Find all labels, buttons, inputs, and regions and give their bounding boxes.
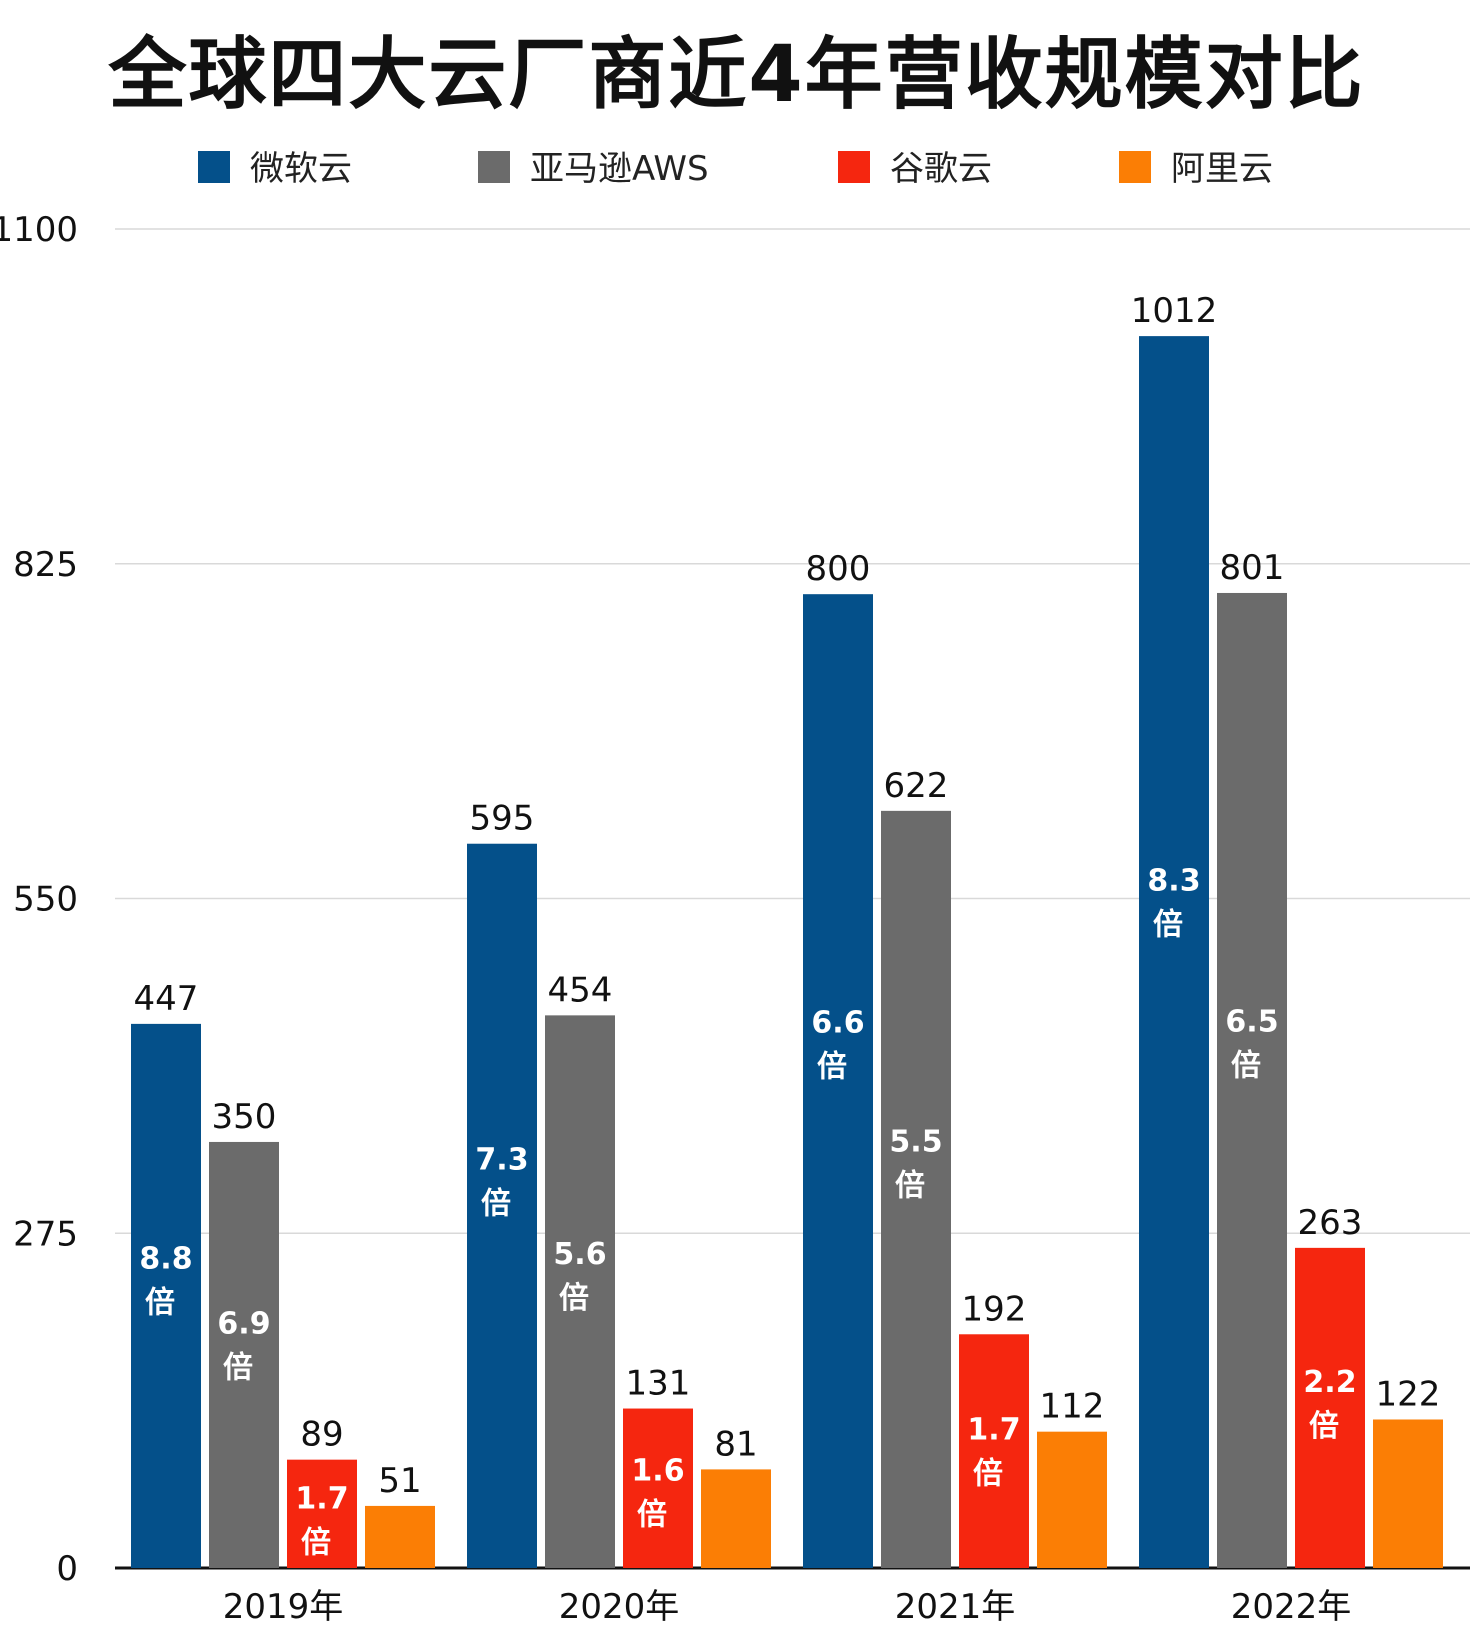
x-category-label: 2019年 bbox=[223, 1587, 344, 1627]
legend-label: 谷歌云 bbox=[890, 149, 992, 189]
multiplier-label: 1.7 bbox=[295, 1481, 348, 1516]
bar bbox=[959, 1334, 1029, 1568]
x-category-label: 2020年 bbox=[559, 1587, 680, 1627]
y-tick-label: 550 bbox=[13, 880, 78, 920]
y-tick-label: 825 bbox=[13, 545, 78, 585]
multiplier-label: 5.6 bbox=[553, 1237, 606, 1272]
multiplier-unit: 倍 bbox=[559, 1281, 589, 1316]
y-tick-label: 1100 bbox=[0, 210, 78, 250]
bar bbox=[1373, 1419, 1443, 1568]
data-label: 801 bbox=[1220, 548, 1285, 588]
multiplier-unit: 倍 bbox=[145, 1286, 175, 1321]
multiplier-unit: 倍 bbox=[481, 1187, 511, 1222]
multiplier-label: 1.7 bbox=[967, 1412, 1020, 1447]
multiplier-unit: 倍 bbox=[895, 1169, 925, 1204]
data-label: 350 bbox=[212, 1097, 277, 1137]
multiplier-label: 1.6 bbox=[631, 1453, 684, 1488]
data-label: 1012 bbox=[1131, 291, 1218, 331]
data-label: 122 bbox=[1376, 1374, 1441, 1414]
legend-label: 微软云 bbox=[250, 149, 352, 189]
multiplier-unit: 倍 bbox=[637, 1497, 667, 1532]
multiplier-label: 8.8 bbox=[139, 1242, 192, 1277]
data-label: 81 bbox=[714, 1424, 757, 1464]
data-label: 89 bbox=[300, 1415, 343, 1455]
bar bbox=[701, 1469, 771, 1568]
bar bbox=[209, 1141, 279, 1568]
data-label: 192 bbox=[962, 1289, 1027, 1329]
bar bbox=[803, 594, 873, 1568]
data-label: 131 bbox=[626, 1364, 691, 1404]
multiplier-label: 2.2 bbox=[1303, 1365, 1356, 1400]
legend-label: 阿里云 bbox=[1171, 149, 1273, 189]
bar bbox=[545, 1015, 615, 1568]
multiplier-unit: 倍 bbox=[817, 1049, 847, 1084]
bar bbox=[623, 1408, 693, 1568]
multiplier-label: 7.3 bbox=[475, 1143, 528, 1178]
data-label: 622 bbox=[884, 766, 949, 806]
multiplier-unit: 倍 bbox=[223, 1351, 253, 1386]
multiplier-unit: 倍 bbox=[1231, 1049, 1261, 1084]
legend-label: 亚马逊AWS bbox=[530, 149, 709, 189]
data-label: 263 bbox=[1298, 1203, 1363, 1243]
data-label: 51 bbox=[378, 1461, 421, 1501]
multiplier-label: 8.3 bbox=[1147, 863, 1200, 898]
y-tick-label: 0 bbox=[56, 1549, 78, 1589]
bar bbox=[131, 1023, 201, 1568]
x-category-label: 2022年 bbox=[1231, 1587, 1352, 1627]
bar bbox=[287, 1459, 357, 1568]
legend-swatch bbox=[478, 151, 510, 183]
multiplier-label: 6.5 bbox=[1225, 1005, 1278, 1040]
legend-swatch bbox=[838, 151, 870, 183]
data-label: 112 bbox=[1040, 1387, 1105, 1427]
data-label: 800 bbox=[806, 549, 871, 589]
bar bbox=[467, 843, 537, 1568]
multiplier-unit: 倍 bbox=[973, 1456, 1003, 1491]
chart-title: 全球四大云厂商近4年营收规模对比 bbox=[108, 30, 1365, 120]
data-label: 447 bbox=[134, 979, 199, 1019]
y-tick-label: 275 bbox=[13, 1214, 78, 1254]
multiplier-label: 6.9 bbox=[217, 1307, 270, 1342]
bar bbox=[1217, 592, 1287, 1568]
data-label: 595 bbox=[470, 799, 535, 839]
data-label: 454 bbox=[548, 970, 613, 1010]
legend-swatch bbox=[198, 151, 230, 183]
bar bbox=[1037, 1431, 1107, 1568]
multiplier-unit: 倍 bbox=[301, 1525, 331, 1560]
multiplier-unit: 倍 bbox=[1309, 1409, 1339, 1444]
x-category-label: 2021年 bbox=[895, 1587, 1016, 1627]
multiplier-unit: 倍 bbox=[1153, 907, 1183, 942]
bar bbox=[1295, 1247, 1365, 1568]
bar bbox=[881, 810, 951, 1568]
bar bbox=[365, 1505, 435, 1568]
multiplier-label: 5.5 bbox=[889, 1125, 942, 1160]
multiplier-label: 6.6 bbox=[811, 1005, 864, 1040]
bar bbox=[1139, 336, 1209, 1568]
legend-swatch bbox=[1119, 151, 1151, 183]
